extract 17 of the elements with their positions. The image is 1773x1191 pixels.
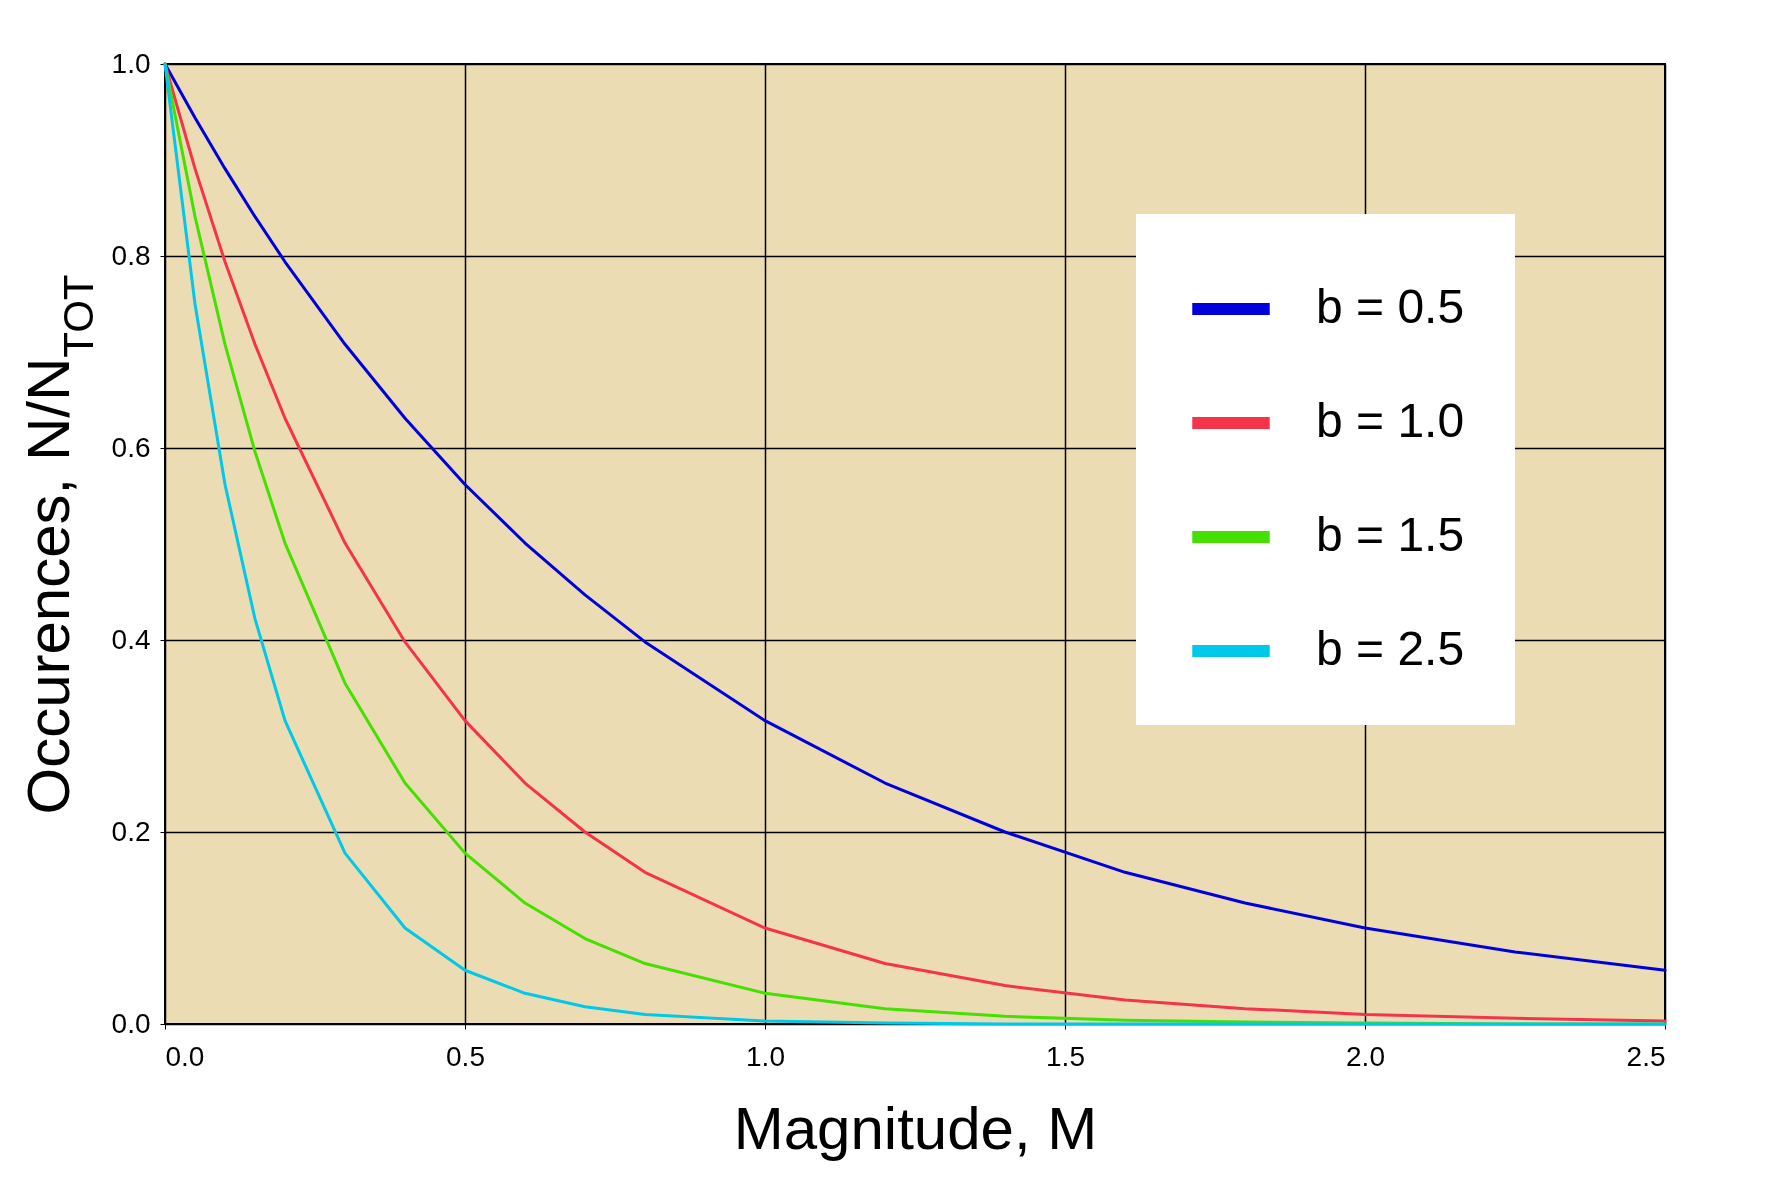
y-tick-label: 1.0 <box>111 47 151 79</box>
y-tick-label: 0.8 <box>111 239 151 271</box>
y-tick-label: 0.6 <box>111 431 151 463</box>
x-tick-label: 0.5 <box>446 1040 485 1072</box>
x-tick-label: 1.5 <box>1046 1040 1085 1072</box>
x-tick-label: 2.5 <box>1626 1040 1666 1072</box>
legend-label: b = 1.5 <box>1316 508 1465 561</box>
legend-label: b = 0.5 <box>1316 280 1465 333</box>
y-tick-label: 0.4 <box>111 623 151 655</box>
y-tick-label: 0.0 <box>111 1007 151 1039</box>
y-tick-label: 0.2 <box>111 815 151 847</box>
legend-label: b = 1.0 <box>1316 394 1465 447</box>
x-axis-title: Magnitude, M <box>733 1094 1098 1162</box>
x-tick-label: 0.0 <box>165 1040 205 1072</box>
x-tick-label: 2.0 <box>1346 1040 1385 1072</box>
legend-label: b = 2.5 <box>1316 622 1465 675</box>
x-tick-label: 1.0 <box>746 1040 785 1072</box>
